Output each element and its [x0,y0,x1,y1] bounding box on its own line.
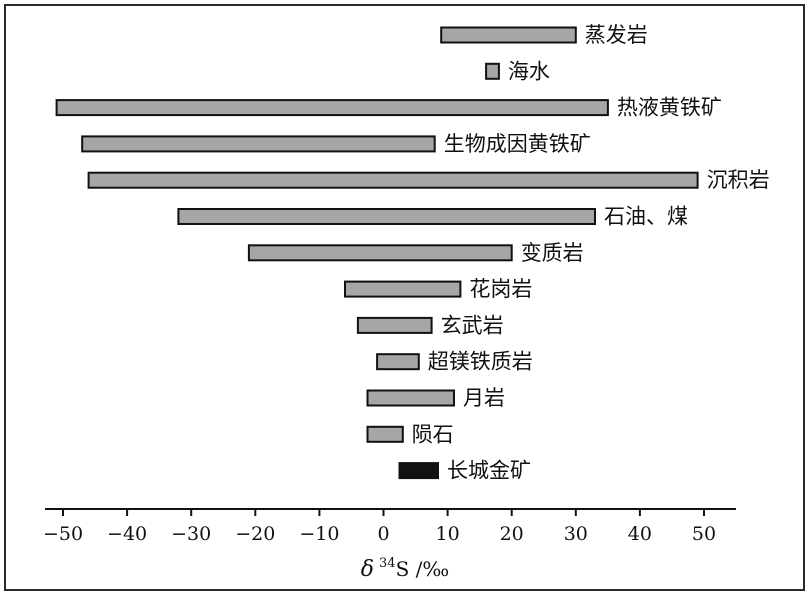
range-bar [55,99,609,117]
range-bar [81,135,436,153]
range-bar-label: 陨石 [412,422,454,446]
x-axis-title-rest: S /‰ [396,557,450,581]
x-tick-label: 20 [500,523,524,545]
range-bar-label: 蒸发岩 [585,23,648,47]
x-tick-label: 10 [436,523,460,545]
x-tick-label: −10 [299,523,339,545]
range-bar-label: 变质岩 [521,241,584,265]
x-tick-label: 50 [692,523,716,545]
range-bar [344,280,462,298]
x-tick-label: −40 [107,523,147,545]
range-bar-label: 热液黄铁矿 [617,96,722,120]
range-bar-label: 生物成因黄铁矿 [444,132,591,156]
range-bar [376,353,420,371]
range-bar-label: 超镁铁质岩 [428,350,533,374]
range-bar [440,26,577,44]
range-bar [366,389,455,407]
range-bar-label: 月岩 [463,386,505,410]
x-axis-title-symbol: δ [361,557,374,582]
range-bar [177,208,596,225]
range-bar [485,62,500,80]
range-bar [247,244,513,262]
range-bar-label: 沉积岩 [707,168,770,192]
x-tick-label: 40 [628,523,652,545]
x-tick-label: −20 [235,523,275,545]
x-axis-title: δ 34S /‰ [361,556,449,582]
range-bar-label: 石油、煤 [604,205,688,229]
range-bar-label: 花岗岩 [469,277,532,301]
range-bar-label: 海水 [508,59,550,83]
x-axis-title-superscript: 34 [379,556,396,571]
range-bar-label: 玄武岩 [441,313,504,337]
x-tick-label: 0 [377,523,389,545]
x-tick-label: 30 [564,523,588,545]
range-bar [87,171,699,189]
range-bar [398,462,439,480]
range-bar [356,316,433,334]
bars-layer: 蒸发岩海水热液黄铁矿生物成因黄铁矿沉积岩石油、煤变质岩花岗岩玄武岩超镁铁质岩月岩… [55,23,770,483]
x-axis-ticks: −50 −40 −30 −20 −10 0 10 20 30 40 50 [43,509,716,545]
x-tick-label: −30 [171,523,211,545]
range-bar-label: 长城金矿 [447,459,531,483]
range-bar [366,425,404,443]
x-tick-label: −50 [43,523,83,545]
